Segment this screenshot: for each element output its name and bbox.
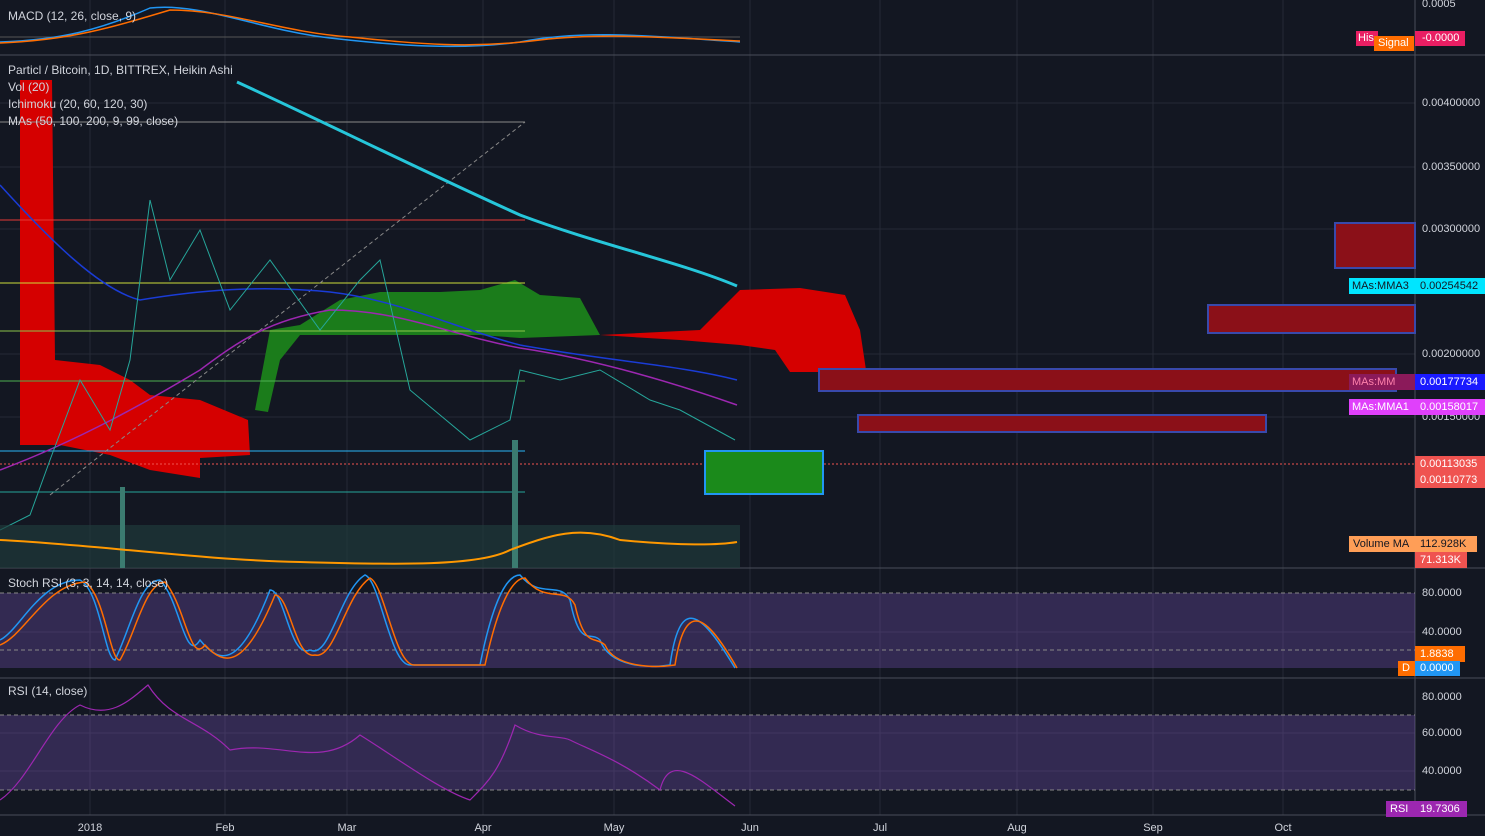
volume-label: Vol (20): [8, 80, 49, 94]
axis-label: 40.0000: [1422, 765, 1462, 777]
tag: MAs:MMA3: [1352, 280, 1409, 292]
tag: MAs:MM: [1352, 376, 1395, 388]
time-label: Jul: [873, 822, 887, 834]
time-label: Mar: [338, 822, 357, 834]
panel-dividers: [0, 0, 1485, 816]
axis-label: 0.00400000: [1422, 97, 1480, 109]
tag: 112.928K: [1420, 538, 1467, 550]
price-tags: His -0.0000 Signal MAs:MMA3 0.00254542 M…: [1349, 31, 1485, 817]
ichimoku-label: Ichimoku (20, 60, 120, 30): [8, 97, 147, 111]
tag: 0.00113035: [1420, 458, 1477, 470]
axis-label: 0.00350000: [1422, 161, 1480, 173]
tag: 0.00110773: [1420, 474, 1477, 486]
tag: 1.8838: [1420, 648, 1454, 660]
tag: MAs:MMA1: [1352, 401, 1409, 413]
tag: His: [1358, 32, 1374, 44]
stoch-band: [0, 593, 1415, 668]
time-label: Apr: [474, 822, 491, 834]
labels: MACD (12, 26, close, 9) Particl / Bitcoi…: [8, 9, 233, 698]
axis-label: 40.0000: [1422, 626, 1462, 638]
grid: [0, 0, 1415, 815]
axis-label: 60.0000: [1422, 727, 1462, 739]
rsi-band: [0, 715, 1415, 790]
time-label: Jun: [741, 822, 759, 834]
time-label: 2018: [78, 822, 102, 834]
rsi-label: RSI (14, close): [8, 684, 87, 698]
rsi-curve: [0, 684, 736, 807]
tag: -0.0000: [1422, 32, 1459, 44]
axis-label: 0.00200000: [1422, 348, 1480, 360]
price-lines: [0, 80, 738, 531]
tag: 0.00158017: [1420, 401, 1478, 413]
axis-label: 0.00300000: [1422, 223, 1480, 235]
tag: D: [1402, 662, 1410, 674]
axis-labels: 0.0005 0.00400000 0.00350000 0.00300000 …: [1422, 0, 1480, 777]
axis-label: 80.0000: [1422, 691, 1462, 703]
horizontal-levels: [0, 121, 1415, 496]
axis-label: 0.0005: [1422, 0, 1456, 10]
time-label: May: [604, 822, 625, 834]
tag: 0.0000: [1420, 662, 1454, 674]
tag: Volume MA: [1353, 538, 1410, 550]
ichimoku-cloud: [20, 80, 866, 478]
time-axis: 2018 Feb Mar Apr May Jun Jul Aug Sep Oct: [78, 822, 1292, 834]
time-label: Sep: [1143, 822, 1163, 834]
time-label: Aug: [1007, 822, 1027, 834]
tag: RSI: [1390, 803, 1408, 815]
tag: 0.00254542: [1420, 280, 1478, 292]
zones: [704, 222, 1416, 495]
stoch-curves: [0, 574, 738, 669]
time-label: Oct: [1274, 822, 1291, 834]
volume: [0, 440, 740, 568]
tag: 19.7306: [1420, 803, 1460, 815]
tag: 71.313K: [1420, 554, 1462, 566]
axis-label: 80.0000: [1422, 587, 1462, 599]
tag: 0.00177734: [1420, 376, 1478, 388]
main-title: Particl / Bitcoin, 1D, BITTREX, Heikin A…: [8, 63, 233, 77]
macd-lines: [0, 6, 741, 48]
mas-label: MAs (50, 100, 200, 9, 99, close): [8, 114, 178, 128]
time-label: Feb: [216, 822, 235, 834]
tag: Signal: [1378, 37, 1409, 49]
stoch-label: Stoch RSI (3, 3, 14, 14, close): [8, 576, 168, 590]
macd-label: MACD (12, 26, close, 9): [8, 9, 136, 23]
